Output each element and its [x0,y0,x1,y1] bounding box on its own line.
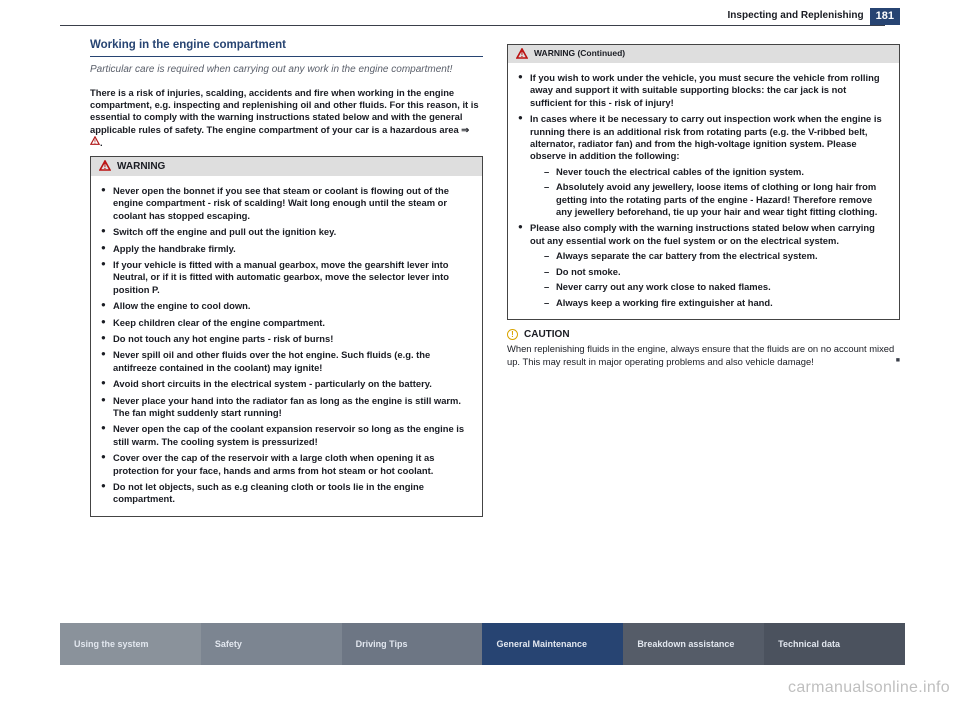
footer-tab[interactable]: Using the system [60,623,201,665]
warning-label: WARNING [117,160,165,173]
intro-text: There is a risk of injuries, scalding, a… [90,87,479,135]
warning-subitem: Always keep a working fire extinguisher … [544,297,889,309]
warning-item: Apply the handbrake firmly. [101,243,472,255]
warning-item: If your vehicle is fitted with a manual … [101,259,472,296]
warning-subitem: Never touch the electrical cables of the… [544,166,889,178]
warning-box: ! WARNING Never open the bonnet if you s… [90,156,483,517]
warning-item: If you wish to work under the vehicle, y… [518,72,889,109]
warning-item: Cover over the cap of the reservoir with… [101,452,472,477]
warning-subitem: Always separate the car battery from the… [544,250,889,262]
warning-item: In cases where it be necessary to carry … [518,113,889,218]
footer-tab[interactable]: Technical data [764,623,905,665]
warning-subitem: Absolutely avoid any jewellery, loose it… [544,181,889,218]
footer-tab[interactable]: Breakdown assistance [623,623,764,665]
footer-tab[interactable]: Driving Tips [342,623,483,665]
left-column: Working in the engine compartment Partic… [90,38,483,517]
warning-triangle-icon: ! [99,160,111,172]
section-intro: There is a risk of injuries, scalding, a… [90,87,483,150]
section-end-mark: ■ [896,356,900,365]
header-rule [60,25,885,26]
section-title: Working in the engine compartment [90,38,483,57]
warning-item: Avoid short circuits in the electrical s… [101,378,472,390]
svg-text:!: ! [521,50,524,59]
warning-subitem: Never carry out any work close to naked … [544,281,889,293]
section-subtitle: Particular care is required when carryin… [90,63,483,77]
warning-item: Keep children clear of the engine compar… [101,317,472,329]
svg-text:!: ! [94,140,96,146]
footer-tabs: Using the systemSafetyDriving TipsGenera… [60,623,905,665]
svg-text:!: ! [104,162,107,171]
caution-body: When replenishing fluids in the engine, … [507,343,894,366]
warning-continued-body: If you wish to work under the vehicle, y… [508,63,899,319]
warning-item: Never open the bonnet if you see that st… [101,185,472,222]
caution-header: ! CAUTION [507,328,900,341]
warning-list: Never open the bonnet if you see that st… [101,185,472,506]
footer-tab[interactable]: General Maintenance [482,623,623,665]
warning-continued-header: ! WARNING (Continued) [508,45,899,63]
right-column: ! WARNING (Continued) If you wish to wor… [507,38,900,517]
warning-item: Never spill oil and other fluids over th… [101,349,472,374]
warning-header: ! WARNING [91,157,482,176]
warning-continued-box: ! WARNING (Continued) If you wish to wor… [507,44,900,320]
warning-sublist: Never touch the electrical cables of the… [530,166,889,219]
warning-item: Please also comply with the warning inst… [518,222,889,308]
footer-tab[interactable]: Safety [201,623,342,665]
warning-item: Never place your hand into the radiator … [101,395,472,420]
warning-sublist: Always separate the car battery from the… [530,250,889,309]
caution-circle-icon: ! [507,329,518,340]
warning-item: Do not touch any hot engine parts - risk… [101,333,472,345]
warning-item: Allow the engine to cool down. [101,300,472,312]
warning-body: Never open the bonnet if you see that st… [91,176,482,516]
warning-item: Do not let objects, such as e.g cleaning… [101,481,472,506]
chapter-title: Inspecting and Replenishing [728,8,864,21]
warning-item: Never open the cap of the coolant expans… [101,423,472,448]
hazard-ref-icon: !. [90,137,103,148]
caution-label: CAUTION [524,328,570,341]
page-header: Inspecting and Replenishing 181 [90,8,900,25]
caution-text: When replenishing fluids in the engine, … [507,343,900,368]
page-number-badge: 181 [870,8,900,25]
warning-continued-list: If you wish to work under the vehicle, y… [518,72,889,309]
warning-subitem: Do not smoke. [544,266,889,278]
warning-triangle-icon: ! [516,48,528,60]
warning-continued-label: WARNING (Continued) [534,48,625,59]
warning-item: Switch off the engine and pull out the i… [101,226,472,238]
watermark: carmanualsonline.info [788,679,950,697]
